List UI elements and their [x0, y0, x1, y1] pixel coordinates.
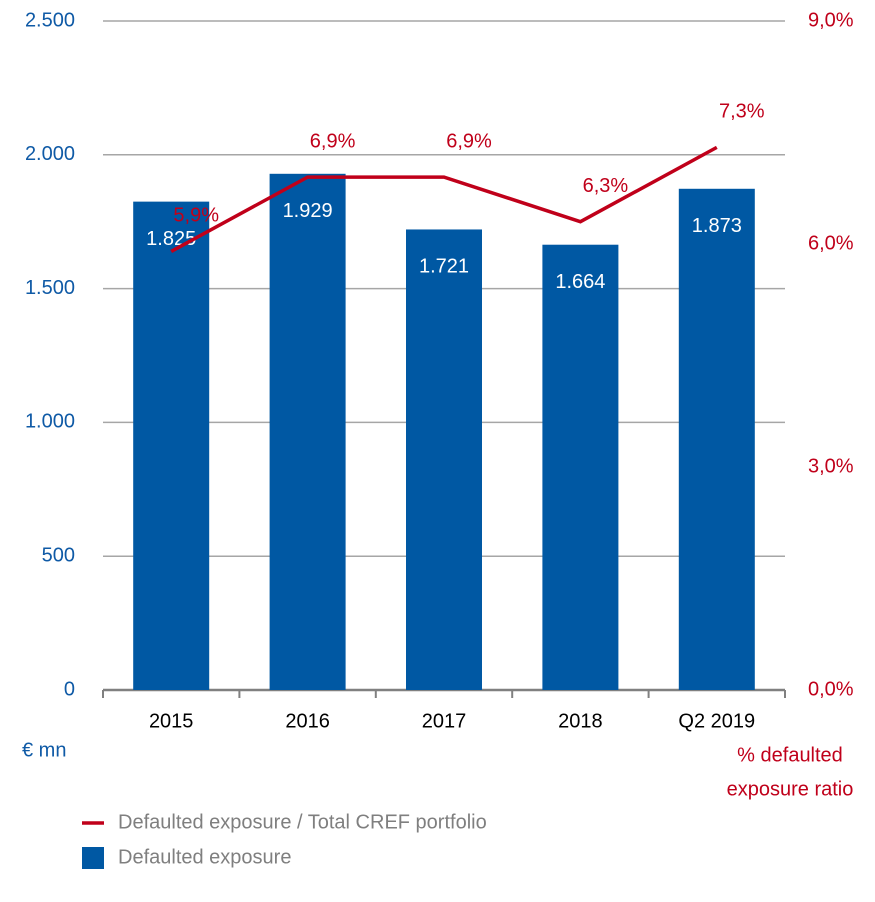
x-tick-label: 2015: [149, 710, 194, 732]
line-value-label: 6,3%: [583, 175, 629, 197]
bar-value-label: 1.929: [283, 200, 333, 222]
x-tick-label: 2018: [558, 710, 603, 732]
y2-tick-label: 3,0%: [808, 455, 854, 477]
line-value-label: 6,9%: [446, 130, 492, 152]
legend-label: Defaulted exposure / Total CREF portfoli…: [118, 811, 487, 833]
bar: [269, 173, 346, 690]
y-tick-label: 2.000: [25, 143, 75, 165]
bar: [678, 188, 755, 690]
y2-tick-label: 6,0%: [808, 232, 854, 254]
line-value-label: 6,9%: [310, 130, 356, 152]
bar-value-label: 1.664: [555, 271, 605, 293]
bar-value-label: 1.825: [146, 228, 196, 250]
legend-label: Defaulted exposure: [118, 846, 291, 868]
x-tick-label: 2016: [285, 710, 330, 732]
y2-tick-label: 0,0%: [808, 678, 854, 700]
y-axis-label: € mn: [22, 739, 66, 761]
y-tick-label: 0: [64, 678, 75, 700]
x-tick-label: 2017: [422, 710, 467, 732]
bar-value-label: 1.873: [692, 215, 742, 237]
y-tick-label: 1.000: [25, 411, 75, 433]
line-value-label: 7,3%: [719, 101, 765, 123]
y2-axis-label: % defaulted: [737, 744, 843, 766]
legend-swatch: [82, 847, 104, 869]
y-tick-label: 1.500: [25, 277, 75, 299]
bar: [406, 229, 482, 691]
y2-tick-label: 9,0%: [808, 9, 854, 31]
line: [170, 145, 718, 253]
bar: [133, 201, 210, 690]
bar-value-label: 1.721: [419, 256, 469, 278]
y2-axis-label: exposure ratio: [727, 778, 854, 800]
bar: [542, 244, 619, 690]
x-tick-label: Q2 2019: [678, 710, 755, 732]
y-tick-label: 500: [42, 544, 75, 566]
y-tick-label: 2.500: [25, 9, 75, 31]
line-value-label: 5,9%: [173, 205, 219, 227]
